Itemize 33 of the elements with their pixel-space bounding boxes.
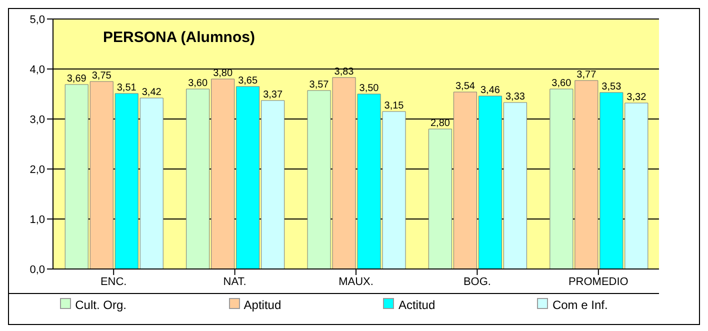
legend-label: Cult. Org. — [74, 298, 126, 312]
data-label: 3,54 — [455, 81, 476, 92]
data-label: 3,60 — [188, 78, 208, 89]
y-tick-label: 4,0 — [30, 64, 45, 76]
legend-label: Actitud — [397, 298, 436, 312]
y-tick-label: 3,0 — [30, 114, 45, 126]
data-label: 3,69 — [66, 74, 87, 84]
data-label: 3,37 — [263, 90, 283, 100]
y-tick-label: 2,0 — [30, 164, 45, 176]
data-label: 3,15 — [384, 100, 404, 112]
x-tick-label: BOG. — [463, 276, 491, 288]
data-label: 3,60 — [552, 78, 572, 89]
y-tick-label: 5,0 — [30, 14, 45, 26]
y-tick-label: 1,0 — [30, 214, 45, 226]
data-label: 3,33 — [505, 92, 526, 102]
data-label: 3,77 — [576, 70, 597, 80]
legend-label: Aptitud — [242, 298, 282, 312]
x-tick-label: MAUX. — [338, 276, 374, 288]
data-label: 3,53 — [602, 82, 622, 92]
data-label: 3,42 — [142, 87, 162, 98]
x-tick-label: NAT. — [223, 276, 246, 288]
data-label: 3,65 — [238, 76, 258, 86]
text: PERSONA (Alumnos) — [101, 29, 257, 46]
data-label: 3,46 — [480, 85, 500, 96]
data-label: 3,50 — [359, 83, 380, 94]
y-tick-label: 0,0 — [30, 264, 45, 276]
data-label: 3,32 — [626, 92, 647, 103]
data-label: 3,51 — [116, 82, 137, 94]
x-tick-label: PROMEDIO — [568, 276, 629, 288]
x-tick-label: ENC. — [100, 276, 127, 288]
legend-label: Com e Inf. — [551, 298, 608, 312]
data-label: 3,57 — [309, 80, 330, 90]
data-label: 3,75 — [92, 70, 112, 82]
